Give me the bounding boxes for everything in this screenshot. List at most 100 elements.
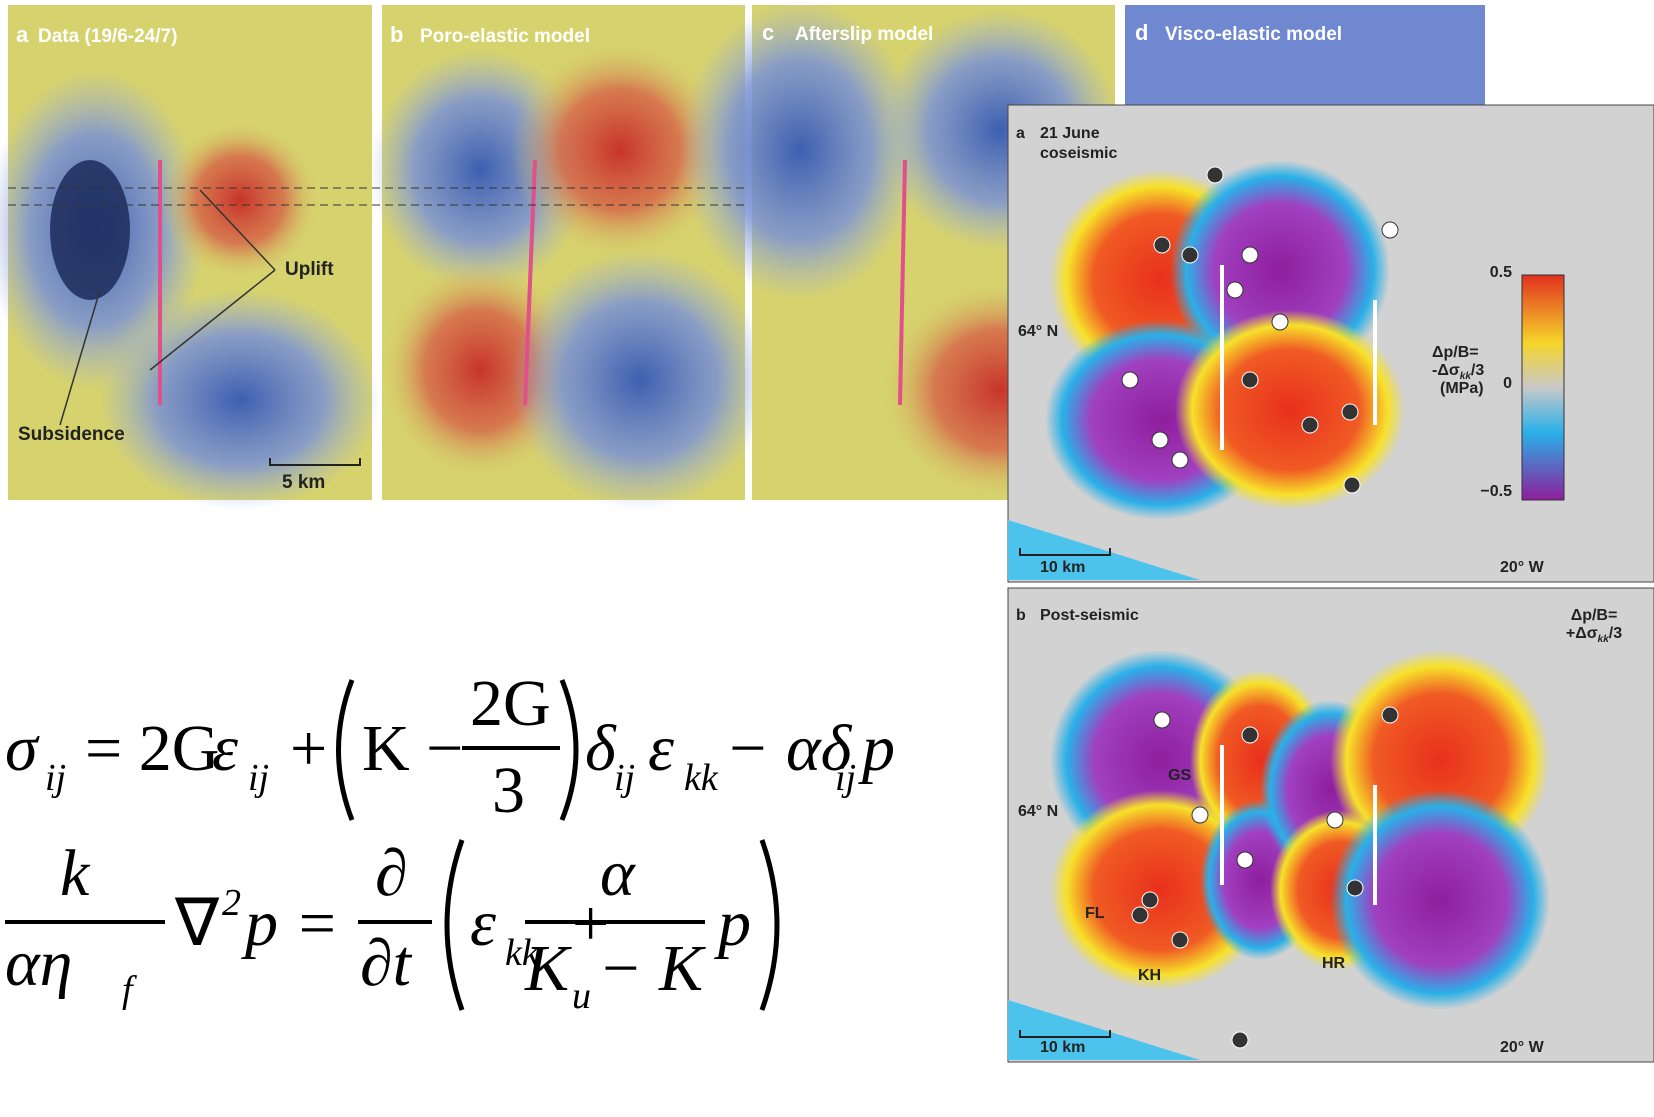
eq-subscript: ij <box>45 757 66 799</box>
dot <box>1382 222 1398 238</box>
eq-term: K − <box>362 712 463 785</box>
panel-title: Poro-elastic model <box>420 26 590 47</box>
scale-label: 10 km <box>1040 1039 1085 1056</box>
dot <box>1237 852 1253 868</box>
map-a: a 21 June coseismic 64° N 20° W 10 km Δp… <box>1008 105 1654 582</box>
eq-numerator: ∂ <box>375 837 408 910</box>
eq-subscript: u <box>572 975 591 1017</box>
lobe <box>1175 310 1405 510</box>
dot <box>1154 712 1170 728</box>
dot <box>1172 932 1188 948</box>
panel-title: Data (19/6-24/7) <box>38 26 177 47</box>
site-label: FL <box>1085 905 1105 922</box>
annotation: Subsidence <box>18 424 125 445</box>
unit: (MPa) <box>1440 380 1484 397</box>
dot <box>1192 807 1208 823</box>
eq-term: p = <box>241 887 339 960</box>
blob <box>100 290 380 510</box>
colorbar <box>1522 275 1564 500</box>
eq-term: = 2G <box>85 712 219 785</box>
eq-symbol: σ <box>5 712 40 785</box>
lobe <box>1330 790 1550 1010</box>
panel-letter: d <box>1135 20 1148 45</box>
panel-a: a Data (19/6-24/7) Uplift Subsidence 5 k… <box>0 5 380 510</box>
dot <box>1272 314 1288 330</box>
eq-denominator: − K <box>598 932 706 1005</box>
paren <box>447 840 462 1010</box>
eq-subscript: f <box>122 969 137 1011</box>
formula-part: /3 <box>1609 625 1622 642</box>
dot <box>1242 372 1258 388</box>
dot <box>1182 247 1198 263</box>
panel-letter: a <box>16 22 29 47</box>
paren <box>562 680 576 820</box>
panel-d: d Visco-elastic model <box>1125 5 1485 105</box>
dot <box>1122 372 1138 388</box>
scale-label: 5 km <box>282 472 325 493</box>
eq-term: − αδ <box>725 712 853 785</box>
figure: a Data (19/6-24/7) Uplift Subsidence 5 k… <box>0 0 1654 1117</box>
eq-denominator: K <box>524 932 572 1005</box>
eq-subscript: ij <box>835 757 856 799</box>
equation-2: k αη f ∇ 2 p = ∂ ∂t ε kk + α K u − K p <box>5 837 777 1017</box>
eq-subscript: ij <box>614 757 635 799</box>
colorbar-tick: 0.5 <box>1490 264 1512 281</box>
panel-bg <box>1125 5 1485 105</box>
eq-symbol: p <box>858 712 895 785</box>
eq-numerator: 2G <box>470 667 551 740</box>
dot <box>1207 167 1223 183</box>
eq-operator: + <box>290 712 327 785</box>
panel-letter: c <box>762 20 774 45</box>
dot <box>1152 432 1168 448</box>
dot <box>1327 812 1343 828</box>
annotation: Uplift <box>285 259 334 280</box>
map-b: b Post-seismic 64° N 20° W 10 km Δp/B= +… <box>1008 588 1654 1062</box>
site-label: HR <box>1322 955 1346 972</box>
panel-title: Visco-elastic model <box>1165 24 1342 45</box>
eq-denominator: ∂t <box>360 927 413 1000</box>
eq-symbol: ε <box>212 712 238 785</box>
dot <box>1302 417 1318 433</box>
latitude-label: 64° N <box>1018 803 1058 820</box>
dot <box>1172 452 1188 468</box>
dot <box>1227 282 1243 298</box>
dot <box>1347 880 1363 896</box>
site-label: GS <box>1168 767 1191 784</box>
panel-letter: b <box>390 22 403 47</box>
eq-symbol: ε <box>470 887 496 960</box>
longitude-label: 20° W <box>1500 559 1545 576</box>
page: {"panels":[{"letter":"a","title":"Data (… <box>0 0 1654 1117</box>
map-title: coseismic <box>1040 145 1117 162</box>
equation-1: σ ij = 2G ε ij + K − 2G 3 δ ij ε kk − αδ… <box>5 667 895 827</box>
dot <box>1242 727 1258 743</box>
dot <box>1382 707 1398 723</box>
blob <box>510 250 770 510</box>
eq-symbol: ε <box>648 712 674 785</box>
formula: Δp/B= <box>1432 344 1479 361</box>
eq-denominator: 3 <box>492 754 525 827</box>
eq-denominator: αη <box>5 927 72 1000</box>
site-label: KH <box>1138 967 1161 984</box>
dot <box>1232 1032 1248 1048</box>
longitude-label: 20° W <box>1500 1039 1545 1056</box>
dot <box>1142 892 1158 908</box>
map-title: 21 June <box>1040 125 1100 142</box>
scale-label: 10 km <box>1040 559 1085 576</box>
dot <box>1154 237 1170 253</box>
eq-symbol: p <box>714 887 751 960</box>
paren <box>762 840 777 1010</box>
dot <box>1132 907 1148 923</box>
eq-numerator: α <box>600 837 636 910</box>
dot <box>1344 477 1360 493</box>
map-letter: a <box>1016 125 1025 142</box>
blob <box>160 120 320 280</box>
colorbar-tick: −0.5 <box>1480 483 1512 500</box>
eq-operator: ∇ <box>174 887 220 960</box>
eq-numerator: k <box>60 837 91 910</box>
formula-part: /3 <box>1471 362 1484 379</box>
formula: Δp/B= <box>1571 607 1618 624</box>
map-letter: b <box>1016 607 1026 624</box>
dot <box>1242 247 1258 263</box>
panel-title: Afterslip model <box>795 24 933 45</box>
eq-superscript: 2 <box>222 882 241 924</box>
